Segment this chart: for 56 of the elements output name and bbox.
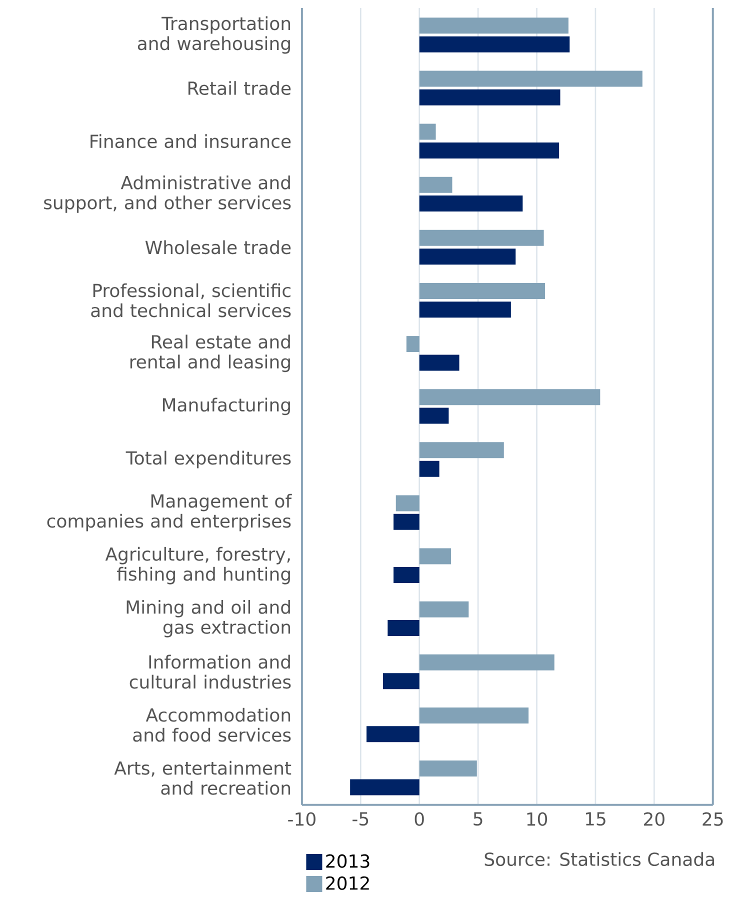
bar — [419, 36, 570, 52]
y-tick-label: Mining and oil and gas extraction — [126, 600, 290, 638]
x-tick-label: 25 — [702, 812, 723, 826]
x-tick-label: 5 — [474, 812, 482, 826]
y-tick-label: Finance and insurance — [90, 134, 291, 148]
x-tick-label: 15 — [586, 812, 606, 826]
bar — [419, 302, 511, 318]
x-tick-label: -5 — [352, 812, 368, 826]
y-tick-label: Real estate and rental and leasing — [130, 334, 290, 372]
y-tick-label: Manufacturing — [163, 398, 290, 416]
bar — [419, 389, 600, 406]
bar — [419, 89, 560, 106]
y-tick-label: Arts, entertainment and recreation — [114, 760, 292, 795]
bar — [419, 548, 452, 564]
bar — [419, 70, 642, 87]
y-tick-label: Information and cultural industries — [130, 654, 291, 689]
bar — [394, 566, 420, 583]
bar — [419, 460, 440, 477]
bar — [419, 176, 452, 193]
bar — [419, 230, 544, 246]
y-tick-label: Administrative and support, and other services — [44, 175, 291, 213]
source-note: Source: Statistics Canada — [484, 852, 714, 866]
bar — [366, 726, 420, 742]
bar — [394, 514, 420, 530]
bar — [396, 495, 420, 512]
y-tick-label: Wholesale trade — [145, 240, 291, 254]
x-tick-label: -10 — [288, 812, 316, 826]
legend-label: 2012 — [326, 876, 369, 890]
y-tick-label: Agriculture, forestry, fishing and hunting — [105, 546, 290, 584]
bar — [419, 142, 560, 158]
bar — [419, 354, 460, 371]
x-tick-label: 0 — [414, 812, 424, 826]
bar — [419, 196, 523, 212]
bar — [419, 654, 554, 670]
bar — [419, 18, 569, 34]
bar — [419, 124, 436, 140]
bar — [419, 760, 477, 777]
bar — [419, 601, 469, 618]
y-tick-label: Accommodation and food services — [133, 708, 291, 742]
x-tick-label: 10 — [527, 812, 548, 826]
bar — [419, 707, 529, 724]
bar — [419, 282, 546, 299]
y-tick-label: Retail trade — [188, 81, 291, 96]
bar — [388, 620, 420, 636]
x-tick-label: 20 — [644, 812, 664, 826]
bar — [383, 673, 420, 690]
y-tick-label: Management of companies and enterprises — [47, 494, 292, 532]
y-tick-label: Professional, scientific and technical services — [91, 283, 291, 318]
bar — [406, 336, 420, 352]
bar — [350, 779, 420, 796]
y-tick-label: Total expenditures — [126, 450, 291, 468]
bar — [419, 408, 449, 424]
bar — [419, 248, 516, 265]
bar — [419, 442, 504, 458]
y-tick-label: Transportation and warehousing — [138, 16, 290, 54]
legend-label: 2013 — [326, 854, 370, 868]
